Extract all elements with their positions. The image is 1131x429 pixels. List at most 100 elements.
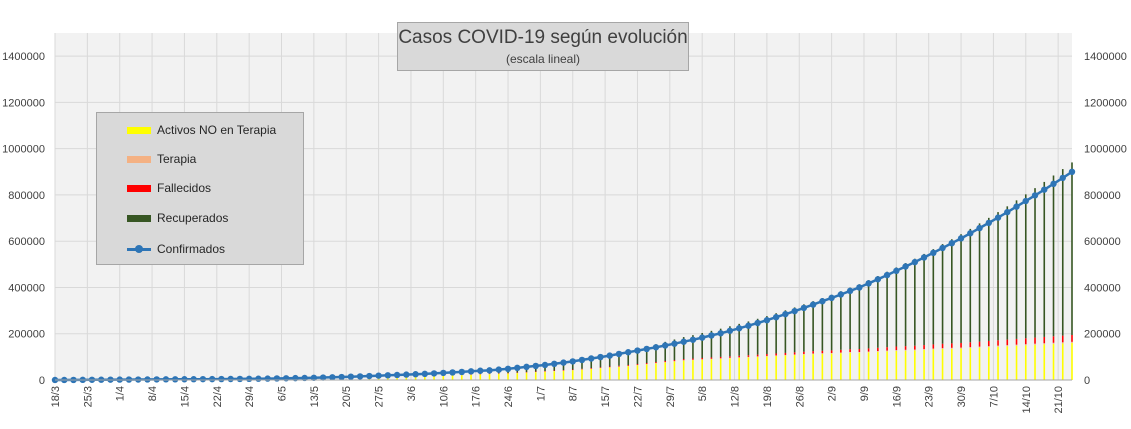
bar-segment [461,375,463,380]
bar-segment [1052,343,1055,380]
confirmados-point [347,373,355,380]
confirmados-point [273,375,281,382]
bar-segment [840,352,842,354]
confirmados-point [153,376,160,383]
bar-segment [1071,342,1073,380]
bar-segment [812,353,814,355]
bar-segment [886,350,888,352]
bar-segment [960,347,962,349]
bar-segment [581,359,583,369]
confirmados-point [967,230,974,237]
bar-segment [951,348,953,380]
x-tick-label: 16/9 [891,386,903,407]
bar-segment [636,364,639,365]
confirmados-point [893,267,900,275]
bar-segment [1061,343,1064,380]
bar-segment [914,345,916,350]
bar-segment [553,371,556,380]
bar-segment [618,366,620,380]
bar-segment [849,287,851,350]
y-tick-label-left: 400000 [8,282,45,294]
legend-item-confirmados: Confirmados [97,241,225,257]
bar-segment [784,352,787,355]
bar-segment [969,348,972,380]
x-tick-label: 18/3 [50,386,62,407]
bar-segment [932,249,935,345]
bar-segment [997,346,999,380]
bar-segment [886,351,888,380]
bar-segment [969,347,972,349]
bar-segment [664,361,666,363]
confirmados-point [403,371,410,378]
bar-segment [941,343,944,349]
bar-segment [969,228,972,343]
confirmados-point [828,294,835,302]
confirmados-point [865,280,872,287]
bar-segment [941,244,944,344]
bar-segment [590,367,593,369]
x-tick-label: 23/9 [924,386,936,407]
x-tick-label: 3/6 [406,386,418,401]
confirmados-point [689,336,697,343]
bar-segment [895,267,898,347]
bar-segment [534,372,537,380]
bar-segment [793,355,796,380]
bar-segment [719,356,722,359]
bar-segment [923,345,925,350]
bar-segment [599,368,602,380]
bar-segment [914,350,916,380]
bar-segment [756,356,759,380]
bar-segment [840,353,842,380]
confirmados-point [856,284,863,291]
y-tick-label-left: 1400000 [2,51,45,63]
bar-segment [904,263,907,347]
confirmados-point [698,334,706,341]
confirmados-point [634,347,641,354]
confirmados-point [1059,174,1066,182]
confirmados-point [791,307,798,315]
x-tick-label: 29/7 [665,386,677,407]
confirmados-point [597,353,604,361]
bar-segment [627,364,630,366]
bar-segment [682,359,685,361]
bar-segment [645,346,648,364]
bar-segment [923,349,925,380]
y-tick-label-right: 800000 [1084,190,1121,202]
confirmados-point [1068,168,1076,175]
bar-segment [655,363,657,380]
bar-segment [673,361,676,380]
bar-segment [775,313,777,354]
y-tick-label-left: 1200000 [2,97,45,109]
bar-segment [738,355,740,358]
y-tick-label-right: 1200000 [1084,97,1127,109]
x-tick-label: 22/4 [212,386,224,407]
confirmados-point [227,375,234,383]
bar-segment [793,352,796,355]
confirmados-point [726,327,734,334]
bar-segment [682,337,685,360]
bar-segment [987,217,990,341]
bar-segment [877,351,879,380]
bar-segment [877,347,879,352]
legend-label-terapia: Terapia [157,152,197,166]
bar-segment [1034,344,1036,380]
bar-segment [997,340,999,346]
confirmados-point [643,345,650,353]
confirmados-point [310,374,318,381]
confirmados-point [819,298,826,305]
x-tick-label: 22/7 [632,386,644,407]
x-tick-label: 21/10 [1053,386,1065,414]
confirmados-point [218,375,225,383]
bar-segment [849,349,851,353]
bar-segment [682,360,685,380]
confirmados-point [532,362,539,370]
confirmados-point [985,219,992,227]
bar-segment [590,357,593,368]
bar-segment [655,344,657,363]
bar-segment [664,341,666,362]
bar-segment [636,348,639,365]
confirmados-point [523,363,530,371]
bar-segment [553,363,556,371]
bar-segment [719,328,722,357]
